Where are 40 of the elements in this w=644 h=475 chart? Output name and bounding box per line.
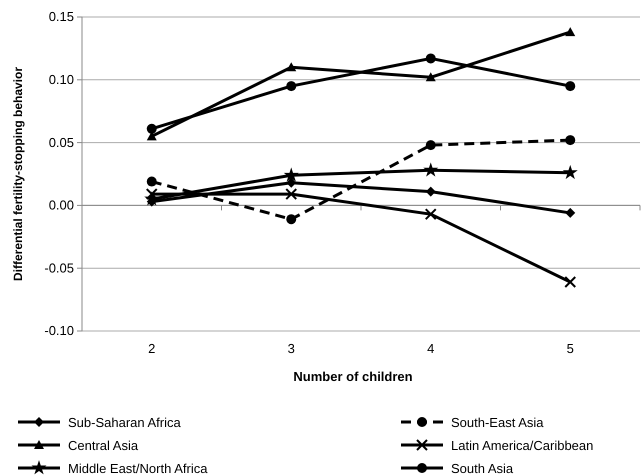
legend-label: Middle East/North Africa [68, 461, 208, 475]
legend-label: South-East Asia [451, 415, 544, 430]
x-axis-title: Number of children [293, 369, 413, 384]
y-tick-label: 0.10 [48, 72, 74, 87]
point [565, 208, 576, 218]
point [284, 167, 299, 182]
x-tick-label: 2 [148, 341, 156, 356]
x-tick-label: 4 [427, 341, 434, 356]
x-tick-label: 3 [288, 341, 295, 356]
y-axis-title: Differential fertility-stopping behavior [11, 66, 25, 282]
point [144, 191, 160, 206]
point [565, 27, 576, 36]
legend-label: Central Asia [68, 438, 139, 453]
point [565, 81, 576, 92]
y-tick-label: 0.15 [48, 9, 74, 24]
point [565, 135, 576, 146]
point [146, 124, 157, 134]
legend-label: Latin America/Caribbean [451, 438, 594, 453]
x-tick-label: 5 [566, 341, 574, 356]
point [424, 208, 437, 220]
point [423, 162, 438, 177]
point [426, 186, 436, 197]
legend-label: South Asia [451, 461, 514, 475]
point [286, 178, 296, 188]
point [286, 81, 296, 92]
point [286, 62, 296, 72]
point [146, 188, 158, 200]
point [562, 164, 578, 180]
y-tick-label: 0.05 [48, 134, 74, 150]
point [285, 188, 298, 200]
point [426, 72, 436, 82]
y-tick-label: 0.00 [48, 198, 74, 213]
point [426, 53, 436, 64]
point [286, 214, 296, 224]
point [426, 140, 436, 150]
point [564, 276, 576, 288]
legend-label: Sub-Saharan Africa [68, 415, 182, 430]
y-tick-label: -0.10 [44, 323, 74, 338]
point [146, 176, 157, 187]
y-tick-label: -0.05 [44, 260, 74, 276]
